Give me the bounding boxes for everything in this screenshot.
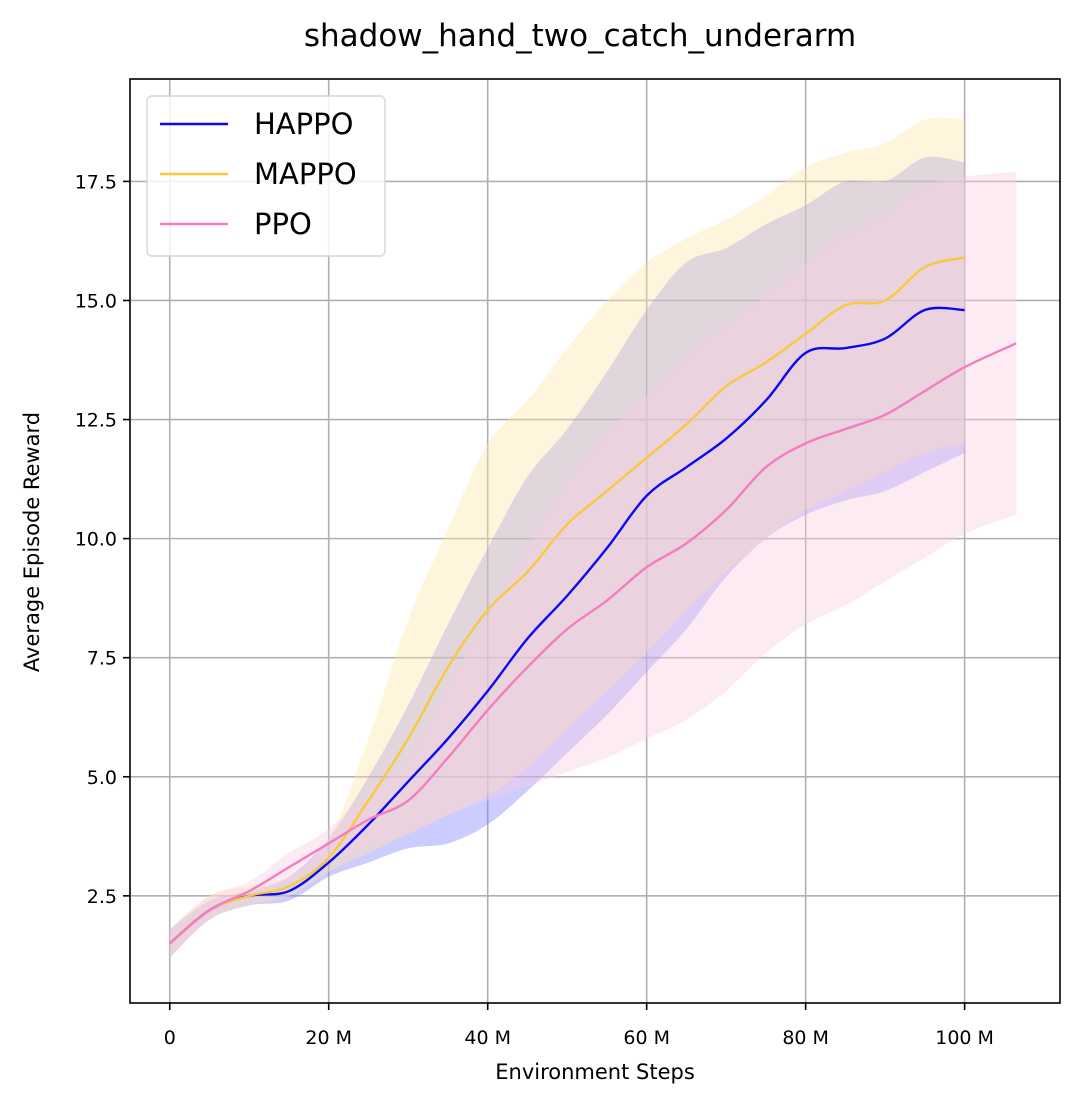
chart-title: shadow_hand_two_catch_underarm [304,18,856,54]
x-axis-label: Environment Steps [495,1060,695,1084]
y-tick-label: 7.5 [87,648,117,670]
legend-box [146,95,386,257]
plot-area-frame [129,78,1061,1004]
legend-label-happo: HAPPO [254,107,353,141]
y-tick-label: 17.5 [75,171,117,193]
ppo-line [168,342,1017,945]
y-axis-label: Average Episode Reward [20,412,44,672]
mappo-line [168,256,965,945]
x-tick-label: 0 [164,1027,176,1049]
legend: HAPPO MAPPO PPO [146,95,386,257]
y-tick-label: 5.0 [87,767,117,789]
series-lines [168,256,1017,945]
mappo-confidence-band [169,117,965,958]
axis-ticks: 0 20 M 40 M 60 M 80 M 100 M 2.5 5.0 7.5 10.0 12.5 1… [75,171,994,1049]
x-tick-label: 60 M [623,1027,670,1049]
y-tick-label: 15.0 [75,290,117,312]
x-tick-label: 20 M [305,1027,352,1049]
legend-label-ppo: PPO [254,207,312,241]
y-tick-label: 10.0 [75,529,117,551]
grid-lines [130,79,1060,1003]
y-tick-label: 2.5 [87,886,117,908]
legend-label-mappo: MAPPO [254,157,357,191]
x-tick-label: 80 M [782,1027,829,1049]
y-tick-label: 12.5 [75,410,117,432]
x-tick-label: 40 M [464,1027,511,1049]
happo-line [168,306,965,945]
happo-confidence-band [169,156,965,958]
x-tick-label: 100 M [935,1027,994,1049]
